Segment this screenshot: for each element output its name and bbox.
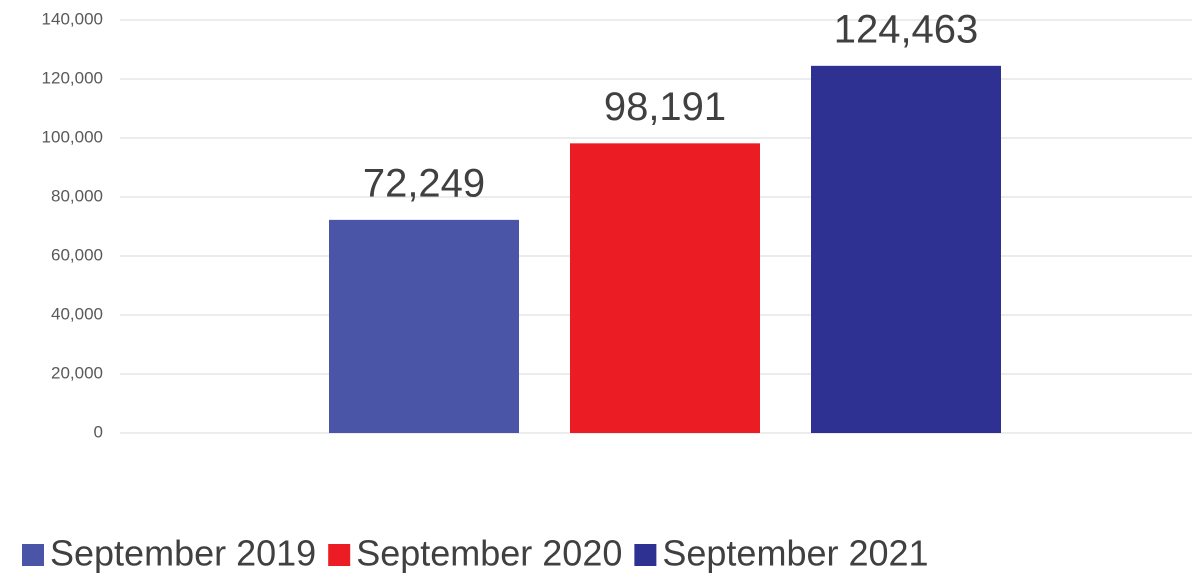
bar — [570, 143, 760, 433]
bar — [811, 65, 1001, 433]
y-tick-label: 80,000 — [51, 186, 103, 205]
legend-swatch — [22, 544, 44, 566]
y-tick-label: 40,000 — [51, 304, 103, 323]
legend-label: September 2019 — [50, 533, 316, 574]
y-tick-label: 100,000 — [42, 127, 103, 146]
data-label: 124,463 — [834, 7, 979, 51]
legend-label: September 2020 — [356, 533, 622, 574]
y-tick-label: 60,000 — [51, 245, 103, 264]
bar — [329, 219, 519, 433]
data-label: 72,249 — [363, 161, 485, 205]
legend-swatch — [634, 544, 657, 566]
y-tick-label: 120,000 — [42, 68, 103, 87]
y-tick-label: 0 — [94, 422, 103, 441]
data-label: 98,191 — [604, 85, 726, 129]
legend-swatch — [328, 544, 351, 566]
legend-label: September 2021 — [662, 533, 928, 574]
y-tick-label: 20,000 — [51, 363, 103, 382]
y-tick-label: 140,000 — [42, 9, 103, 28]
